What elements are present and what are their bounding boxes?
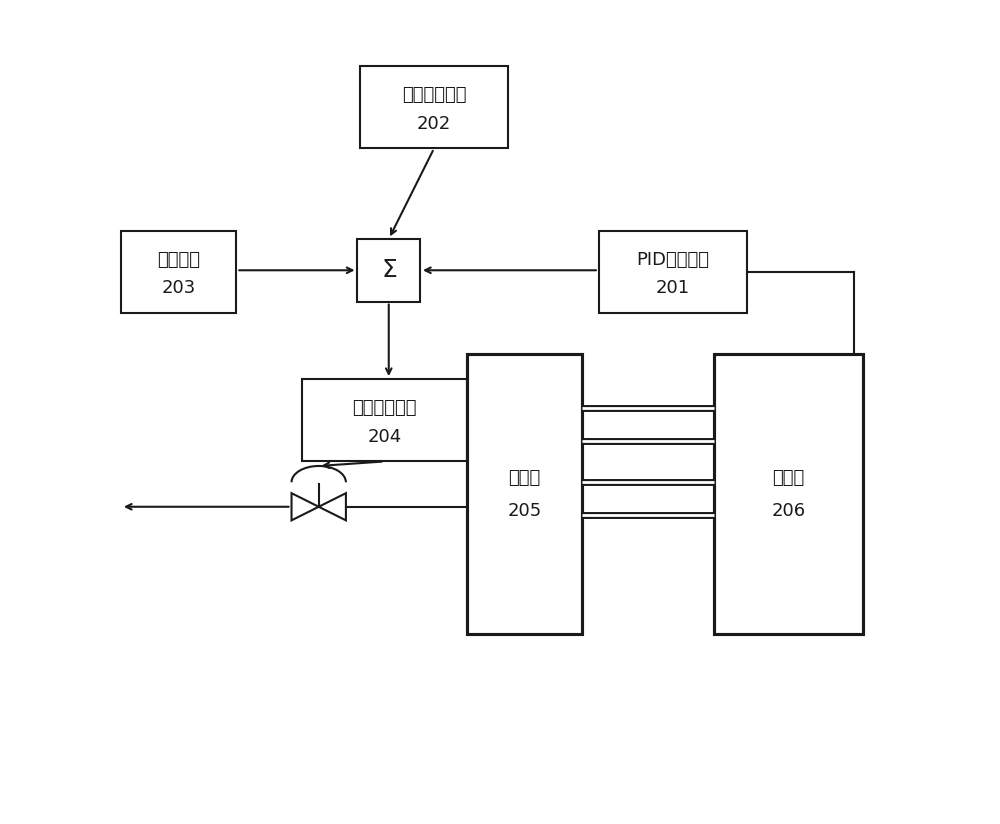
Text: 临时补偿: 临时补偿 xyxy=(157,250,200,269)
Bar xyxy=(302,379,467,461)
Text: 201: 201 xyxy=(656,279,690,297)
Text: PID控制回路: PID控制回路 xyxy=(637,250,710,269)
Text: 206: 206 xyxy=(771,502,805,520)
Text: 换热器: 换热器 xyxy=(509,469,541,487)
Text: 204: 204 xyxy=(368,428,402,446)
Bar xyxy=(714,354,863,634)
Polygon shape xyxy=(292,493,319,521)
Bar xyxy=(121,231,236,313)
Bar xyxy=(467,354,582,634)
Text: 加热炉: 加热炉 xyxy=(772,469,805,487)
Bar xyxy=(599,231,747,313)
Text: 205: 205 xyxy=(508,502,542,520)
Text: $\Sigma$: $\Sigma$ xyxy=(381,258,397,283)
Text: 202: 202 xyxy=(417,115,451,133)
Bar xyxy=(360,66,508,148)
Bar xyxy=(357,239,420,302)
Text: 203: 203 xyxy=(162,279,196,297)
Text: 阀门修正曲线: 阀门修正曲线 xyxy=(352,399,417,417)
Polygon shape xyxy=(319,493,346,521)
Text: 前馈量的计算: 前馈量的计算 xyxy=(402,86,466,104)
